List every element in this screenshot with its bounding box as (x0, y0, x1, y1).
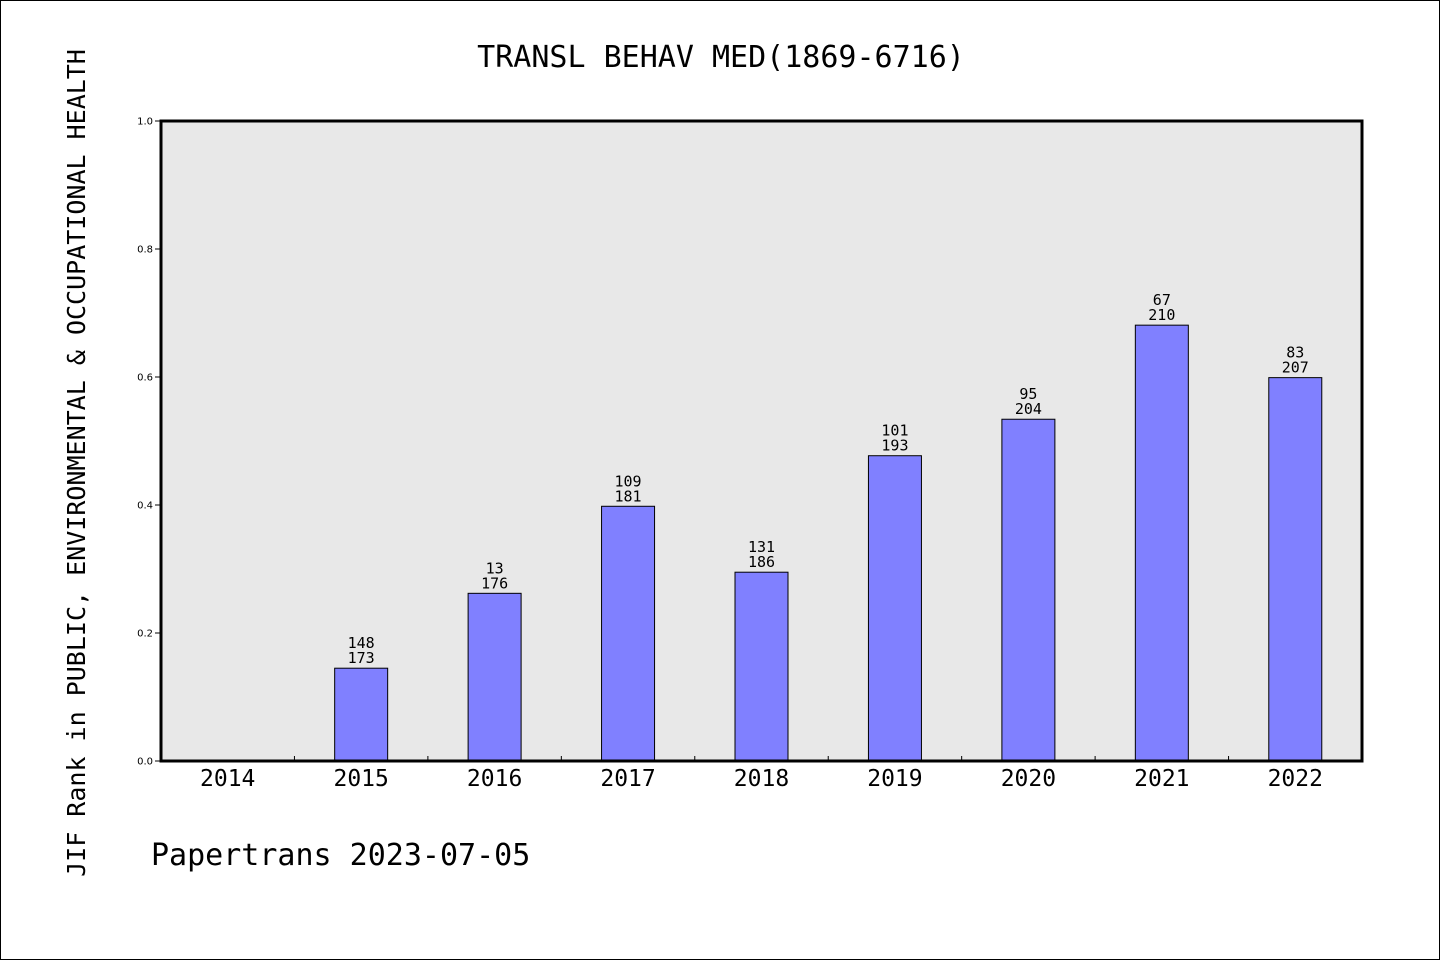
bar-total-label: 186 (748, 553, 775, 571)
y-tick-label: 0.8 (137, 245, 153, 256)
y-tick-label: 0.4 (137, 501, 153, 512)
bar (867, 455, 922, 762)
plot-frame (159, 119, 1364, 763)
bar-rank-label: 101 (881, 422, 908, 440)
x-tick-label: 2017 (600, 766, 655, 792)
bar (734, 571, 789, 762)
bar-total-label: 210 (1148, 306, 1175, 324)
x-tick-label: 2016 (467, 766, 522, 792)
y-tick-label: 0.0 (137, 757, 153, 768)
bar-rank-label: 67 (1153, 291, 1171, 309)
x-tick-label: 2014 (200, 766, 255, 792)
bar (467, 592, 522, 762)
footer-credit: Papertrans 2023-07-05 (151, 838, 530, 873)
x-tick-label: 2018 (734, 766, 789, 792)
y-axis-label: JIF Rank in PUBLIC, ENVIRONMENTAL & OCCU… (62, 49, 91, 877)
bar-total-label: 181 (615, 487, 642, 505)
bars-group (334, 324, 1323, 762)
bar-rank-label: 95 (1019, 385, 1037, 403)
bar-total-label: 176 (481, 574, 508, 592)
bar-total-label: 204 (1015, 400, 1042, 418)
bar-total-label: 207 (1282, 359, 1309, 377)
bar (1001, 418, 1056, 762)
bar-rank-label: 13 (486, 559, 504, 577)
y-tick-label: 0.6 (137, 373, 153, 384)
bar-rank-label: 83 (1286, 344, 1304, 362)
chart-title: TRANSL BEHAV MED(1869-6716) (477, 40, 965, 75)
x-tick-label: 2021 (1134, 766, 1189, 792)
bar (1134, 324, 1189, 762)
bar (1268, 377, 1323, 762)
bar-rank-label: 131 (748, 538, 775, 556)
y-axis-ticks: 0.0 0.2 0.4 0.6 0.8 1.0 (137, 117, 161, 768)
x-axis-ticks: 2014 2015 2016 2017 2018 2019 2020 2021 2022 (200, 756, 1323, 792)
bar-rank-label: 148 (348, 634, 375, 652)
bar (601, 505, 656, 762)
x-tick-label: 2019 (867, 766, 922, 792)
bar-total-label: 173 (348, 649, 375, 667)
x-tick-label: 2015 (333, 766, 388, 792)
bar-rank-label: 109 (615, 472, 642, 490)
x-tick-label: 2020 (1001, 766, 1056, 792)
x-tick-label: 2022 (1268, 766, 1323, 792)
bar-total-label: 193 (881, 437, 908, 455)
bar (334, 667, 389, 762)
y-tick-label: 0.2 (137, 629, 153, 640)
y-tick-label: 1.0 (137, 117, 153, 128)
